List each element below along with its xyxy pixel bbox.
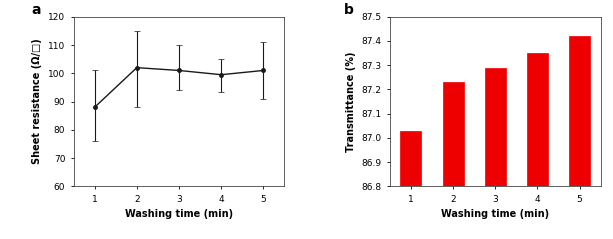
Y-axis label: Transmittance (%): Transmittance (%) bbox=[346, 51, 356, 152]
Bar bbox=[569, 36, 590, 239]
Bar bbox=[443, 82, 463, 239]
Text: a: a bbox=[31, 3, 41, 17]
Y-axis label: Sheet resistance (Ω/□): Sheet resistance (Ω/□) bbox=[32, 39, 42, 164]
Bar bbox=[400, 131, 422, 239]
Bar bbox=[485, 68, 506, 239]
X-axis label: Washing time (min): Washing time (min) bbox=[441, 209, 549, 219]
Text: b: b bbox=[343, 3, 353, 17]
Bar bbox=[527, 53, 548, 239]
X-axis label: Washing time (min): Washing time (min) bbox=[125, 209, 233, 219]
